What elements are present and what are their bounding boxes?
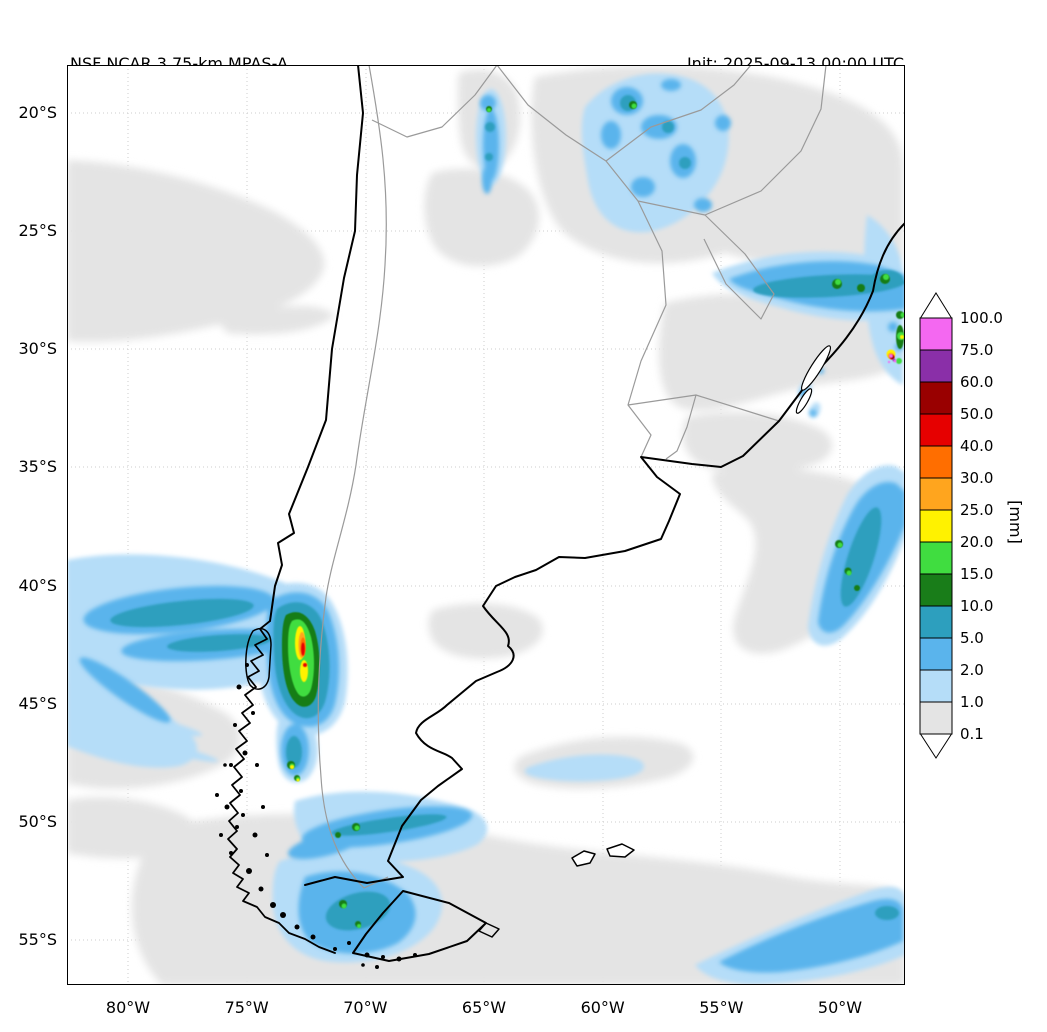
- colorbar-tick-label: 2.0: [960, 661, 984, 679]
- country-borders: [317, 64, 827, 889]
- map-plot-area: [67, 64, 906, 985]
- colorbar-tick-label: 5.0: [960, 629, 984, 647]
- precipitation-field: [67, 65, 905, 985]
- colorbar-tick-label: 75.0: [960, 341, 994, 359]
- colorbar-segment: [919, 381, 953, 415]
- y-axis-tick-label: 30°S: [18, 339, 57, 359]
- colorbar-segment: [919, 445, 953, 479]
- colorbar-tick-label: 60.0: [960, 373, 994, 391]
- colorbar-tick-label: 10.0: [960, 597, 994, 615]
- colorbar-segment: [919, 509, 953, 543]
- colorbar-segment: [919, 541, 953, 575]
- map-canvas: [67, 64, 906, 985]
- coastline: [227, 64, 906, 962]
- colorbar-tick-label: 15.0: [960, 565, 994, 583]
- x-axis-tick-label: 80°W: [105, 998, 151, 1017]
- falkland-islands: [571, 843, 635, 867]
- colorbar-over-arrow: [919, 292, 953, 319]
- colorbar-tick-label: 20.0: [960, 533, 994, 551]
- colorbar-under-arrow: [919, 733, 953, 759]
- colorbar-segment: [919, 317, 953, 351]
- colorbar-segment: [919, 669, 953, 703]
- colorbar-segment: [919, 413, 953, 447]
- colorbar-tick-label: 50.0: [960, 405, 994, 423]
- colorbar-segment: [919, 605, 953, 639]
- y-axis-tick-label: 50°S: [18, 811, 57, 831]
- colorbar-segments: [919, 317, 953, 735]
- colorbar-tick-label: 40.0: [960, 437, 994, 455]
- fjord-islands: [215, 663, 417, 969]
- lagoons: [795, 345, 832, 414]
- colorbar-segment: [919, 573, 953, 607]
- y-axis-tick-label: 40°S: [18, 575, 57, 595]
- x-axis-tick-label: 70°W: [343, 998, 388, 1017]
- colorbar-segment: [919, 349, 953, 383]
- precip-layer-75mm: [887, 354, 897, 364]
- plot-frame: [67, 65, 905, 985]
- colorbar-segment: [919, 477, 953, 511]
- x-axis-tick-label: 50°W: [817, 998, 863, 1017]
- colorbar-tick-label: 0.1: [960, 725, 984, 743]
- colorbar-segment: [919, 637, 953, 671]
- colorbar-tick-label: 25.0: [960, 501, 994, 519]
- y-axis-tick-label: 35°S: [18, 457, 57, 477]
- y-axis-tick-label: 45°S: [18, 693, 57, 713]
- y-axis-tick-label: 55°S: [18, 929, 57, 949]
- x-axis-tick-label: 55°W: [699, 998, 744, 1017]
- colorbar-tick-label: 100.0: [960, 309, 1003, 327]
- colorbar-unit-label: [mm]: [1006, 500, 1025, 544]
- colorbar-tick-label: 30.0: [960, 469, 994, 487]
- x-axis-tick-label: 75°W: [224, 998, 269, 1017]
- x-axis-tick-label: 60°W: [580, 998, 625, 1017]
- colorbar-tick-label: 1.0: [960, 693, 984, 711]
- y-axis-tick-label: 25°S: [18, 221, 57, 241]
- y-axis-tick-label: 20°S: [18, 103, 57, 122]
- x-axis-tick-label: 65°W: [461, 998, 507, 1017]
- colorbar-segment: [919, 701, 953, 735]
- colorbar: [919, 292, 953, 759]
